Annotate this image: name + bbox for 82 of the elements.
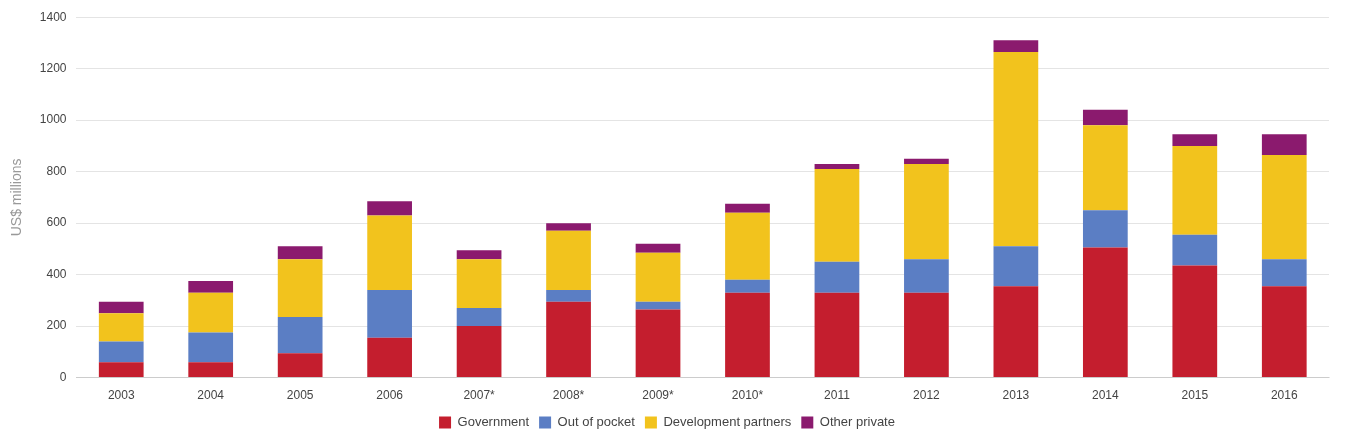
bar (1082, 109, 1128, 126)
bar (456, 259, 502, 309)
x-tick-label: 2010* (731, 388, 764, 403)
bar (98, 313, 144, 342)
y-tick-label: 1400 (39, 9, 67, 24)
bar (1172, 134, 1218, 146)
y-tick-label: 1200 (39, 61, 67, 75)
bar (993, 51, 1039, 247)
bar (725, 212, 770, 280)
x-tick-label: 2013 (1002, 388, 1030, 403)
y-tick-label: 800 (46, 163, 67, 178)
legend-label: Out of pocket (557, 414, 636, 430)
bar (277, 353, 323, 378)
bar (546, 301, 591, 378)
bar (277, 246, 323, 260)
bar (367, 290, 412, 338)
bar (1082, 125, 1128, 211)
bar (1261, 259, 1307, 287)
bar (1261, 154, 1307, 260)
bar (367, 337, 412, 378)
bar (1172, 234, 1218, 266)
x-tick-label: 2004 (197, 388, 225, 403)
y-tick-label: 1000 (39, 112, 67, 127)
x-tick-label: 2003 (107, 388, 135, 403)
bar (635, 252, 681, 302)
bar (367, 201, 412, 216)
y-axis-title: US$ millions (8, 158, 25, 237)
x-tick-label: 2014 (1091, 388, 1120, 403)
legend-label: Other private (819, 414, 895, 430)
bar (188, 281, 234, 293)
bar (635, 309, 681, 378)
bar (277, 259, 323, 318)
bar (546, 223, 591, 231)
bar (635, 243, 681, 253)
legend-label: Government (457, 414, 530, 430)
bar (814, 163, 860, 170)
bar (456, 308, 502, 327)
bar (1172, 145, 1218, 235)
x-tick-label: 2012 (913, 388, 941, 403)
bar (98, 341, 144, 363)
bar (904, 163, 949, 260)
bar (188, 332, 234, 363)
bar (98, 362, 144, 378)
bar (904, 292, 949, 378)
bar (277, 317, 323, 354)
bar (1261, 286, 1307, 378)
bar (904, 158, 949, 164)
y-tick-label: 600 (46, 215, 67, 230)
y-tick-label: 0 (59, 369, 67, 384)
x-tick-label: 2007* (463, 388, 496, 403)
x-tick-label: 2009* (642, 388, 675, 403)
y-tick-label: 400 (46, 266, 67, 281)
bar (456, 326, 502, 378)
y-tick-label: 200 (46, 318, 67, 333)
bar (725, 292, 770, 378)
x-tick-label: 2005 (286, 388, 314, 403)
bar (188, 362, 234, 378)
bar (993, 246, 1039, 287)
bar (1172, 265, 1218, 378)
x-tick-label: 2006 (376, 388, 404, 403)
bar (1261, 134, 1307, 155)
bar (993, 40, 1039, 52)
bar (188, 292, 234, 333)
bar (814, 292, 860, 378)
bar (367, 215, 412, 291)
bar (546, 230, 591, 291)
x-tick-label: 2016 (1270, 388, 1298, 403)
x-tick-label: 2015 (1181, 388, 1209, 403)
bar (814, 169, 860, 262)
bar (725, 279, 770, 293)
bar (993, 286, 1039, 378)
bar (1082, 247, 1128, 378)
legend-label: Development partners (663, 414, 792, 430)
bar (725, 203, 770, 213)
bar (904, 259, 949, 293)
bar (814, 261, 860, 293)
bar (98, 301, 144, 314)
bar (456, 250, 502, 260)
bar (1082, 210, 1128, 248)
x-tick-label: 2008* (552, 388, 585, 403)
x-tick-label: 2011 (824, 388, 851, 403)
bar (546, 290, 591, 302)
